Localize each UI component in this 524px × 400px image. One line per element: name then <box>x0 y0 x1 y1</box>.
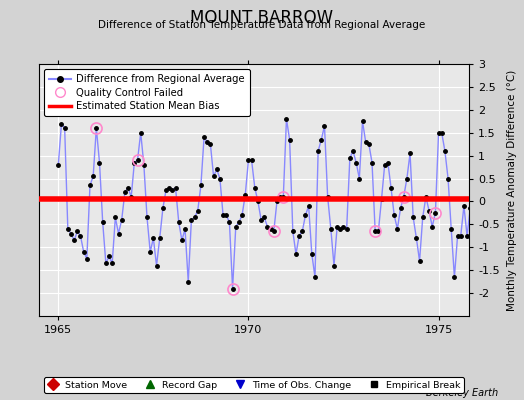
Text: Difference of Station Temperature Data from Regional Average: Difference of Station Temperature Data f… <box>99 20 425 30</box>
Text: MOUNT BARROW: MOUNT BARROW <box>190 9 334 27</box>
Y-axis label: Monthly Temperature Anomaly Difference (°C): Monthly Temperature Anomaly Difference (… <box>507 69 517 311</box>
Legend: Station Move, Record Gap, Time of Obs. Change, Empirical Break: Station Move, Record Gap, Time of Obs. C… <box>44 377 464 393</box>
Legend: Difference from Regional Average, Quality Control Failed, Estimated Station Mean: Difference from Regional Average, Qualit… <box>45 69 250 116</box>
Text: Berkeley Earth: Berkeley Earth <box>425 388 498 398</box>
